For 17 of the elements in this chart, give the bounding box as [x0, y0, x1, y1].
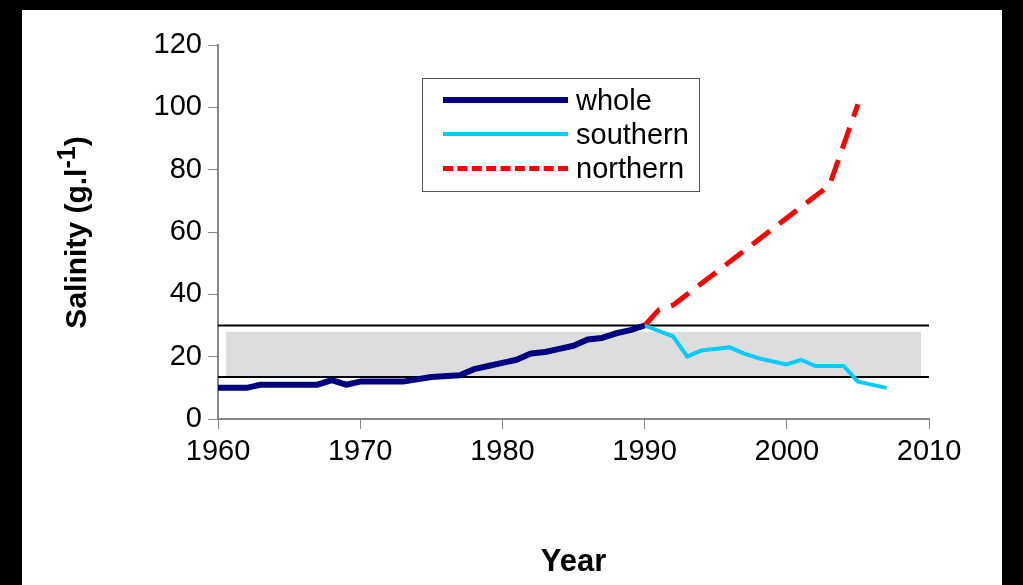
- y-tick-label: 80: [169, 151, 202, 184]
- y-tick-label: 40: [169, 276, 202, 309]
- x-tick-label: 2000: [754, 434, 820, 467]
- x-tick-label: 1960: [185, 434, 251, 467]
- y-tick-label: 60: [169, 214, 202, 246]
- legend-label: northern: [576, 151, 685, 185]
- x-tick-label: 2010: [896, 434, 962, 467]
- x-tick-label: 1980: [470, 434, 535, 467]
- y-tick-label: 20: [169, 338, 202, 371]
- x-tick-label: 1990: [612, 434, 677, 467]
- y-tick-label: 120: [153, 27, 202, 59]
- legend-label: southern: [576, 117, 689, 151]
- y-tick-label: 0: [185, 401, 202, 433]
- legend-label: whole: [576, 83, 652, 117]
- x-tick-label: 1970: [327, 434, 393, 467]
- y-tick-label: 100: [153, 89, 202, 122]
- x-axis-title: Year: [540, 542, 607, 578]
